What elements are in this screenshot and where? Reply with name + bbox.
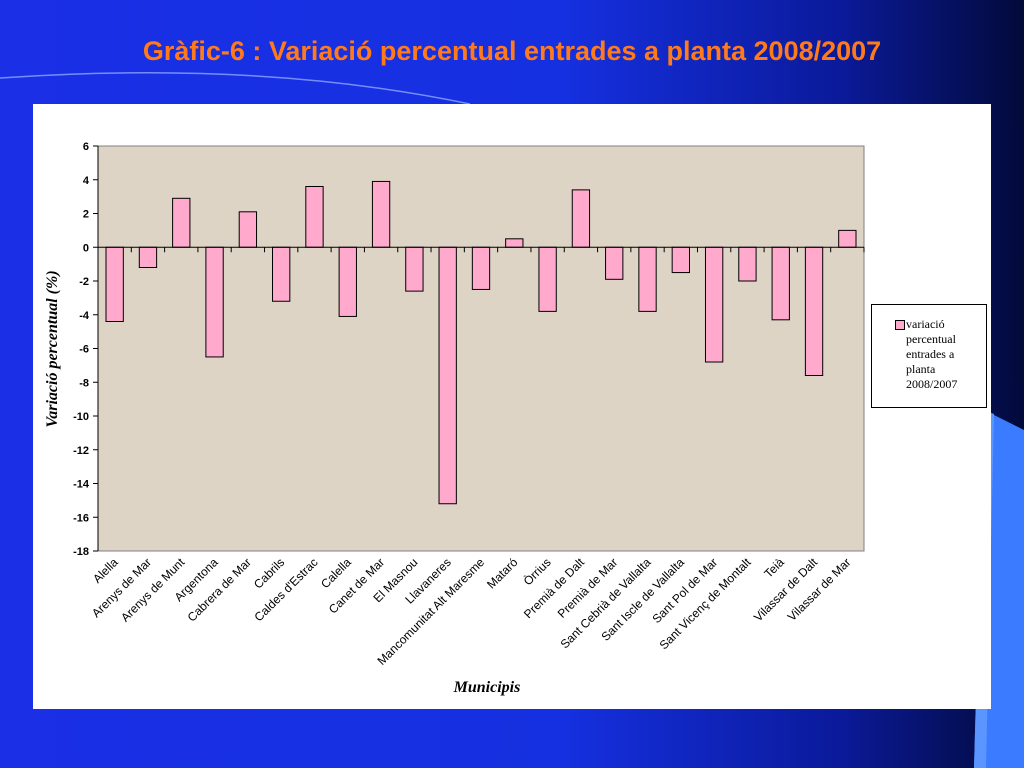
legend-swatch (895, 320, 905, 330)
y-tick-label: -10 (73, 411, 89, 423)
y-tick-label: -6 (79, 344, 89, 356)
bar (172, 197, 191, 248)
y-axis-title: Variació percentual (%) (44, 270, 61, 427)
y-tick-label: 2 (83, 209, 89, 221)
legend: variació percentual entrades a planta 20… (871, 304, 987, 408)
x-tick-label: Alella (90, 555, 121, 586)
y-tick-label: -16 (73, 512, 89, 524)
y-tick-label: -14 (73, 479, 90, 491)
bar (471, 246, 491, 290)
y-tick-label: -8 (79, 377, 89, 389)
y-tick-label: -18 (73, 546, 89, 558)
decorative-curve (0, 72, 471, 105)
bar (238, 211, 258, 248)
y-tick-label: 6 (83, 141, 89, 153)
bar (205, 246, 224, 358)
bar (405, 246, 424, 292)
plot-area (97, 145, 865, 552)
bar (571, 189, 591, 248)
bar (638, 246, 657, 312)
bar (605, 246, 624, 280)
bar-chart: 6420-2-4-6-8-10-12-14-16-18AlellaArenys … (44, 141, 865, 696)
bar (771, 246, 790, 321)
x-tick-label: Mataró (484, 555, 521, 592)
x-axis-title: Municipis (453, 679, 521, 696)
bar (272, 246, 291, 302)
bar (505, 238, 524, 248)
x-tick-label: Teià (761, 555, 787, 581)
bar (338, 246, 357, 317)
y-tick-label: -2 (79, 276, 89, 288)
bar (371, 180, 391, 248)
y-tick-label: 0 (83, 242, 89, 254)
bar (671, 246, 690, 274)
slide-title: Gràfic-6 : Variació percentual entrades … (142, 36, 882, 66)
bar (305, 186, 324, 248)
chart-frame: 6 4 2 0 -2 -4 -6 -8 -10 -12 -14 -16 -18 Alella Arenys … (33, 104, 991, 709)
bar (804, 246, 824, 376)
bar (738, 246, 757, 282)
bar (838, 229, 857, 248)
bar (438, 246, 457, 505)
legend-label: variació percentual entrades a planta 20… (906, 317, 958, 391)
y-tick-label: -12 (73, 445, 89, 457)
bar (138, 246, 158, 268)
y-tick-label: -4 (79, 310, 90, 322)
bar (538, 246, 557, 312)
bar (105, 246, 124, 322)
bar (704, 246, 724, 363)
y-tick-label: 4 (83, 175, 90, 187)
